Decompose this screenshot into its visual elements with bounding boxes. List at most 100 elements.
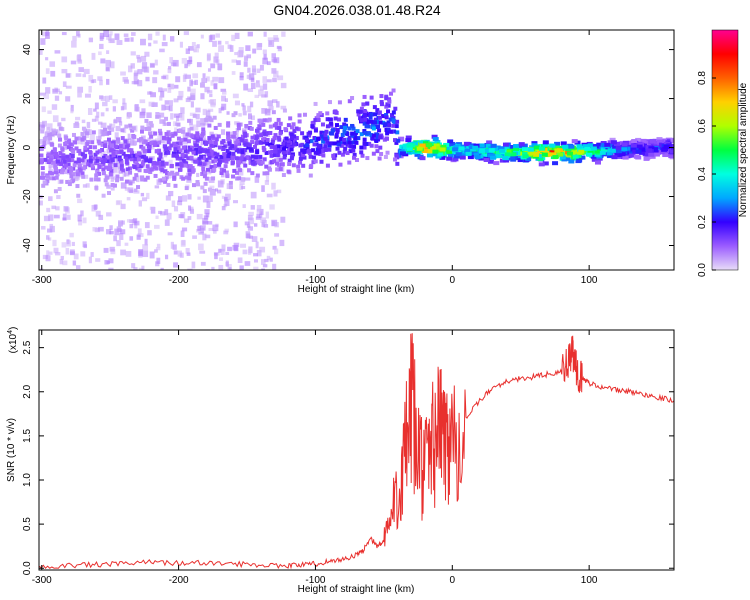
spectrogram-cell xyxy=(648,146,655,151)
spectrogram-cell xyxy=(110,249,116,255)
spectrogram-cell xyxy=(596,156,603,161)
spectrogram-cell xyxy=(610,140,617,145)
spectrogram-cell xyxy=(52,115,59,123)
spectrogram-cell xyxy=(175,163,179,170)
spectrogram-cell xyxy=(131,32,136,36)
spectrogram-cell xyxy=(137,80,143,87)
spectrogram-cell xyxy=(258,89,264,97)
spectrogram-cell xyxy=(463,141,470,146)
spectrogram-cell xyxy=(167,146,172,151)
spectrogram-cell xyxy=(206,76,210,82)
spectrogram-cell xyxy=(394,124,399,129)
spectrogram-cell xyxy=(149,134,154,139)
spectrogram-cell xyxy=(280,82,287,89)
spectrogram-cell xyxy=(261,145,266,150)
spectrogram-cell xyxy=(108,127,115,132)
spectrogram-cell xyxy=(273,145,278,150)
spectrogram-cell xyxy=(100,122,107,128)
spectrogram-cell xyxy=(419,143,426,148)
spectrogram-cell xyxy=(258,154,263,159)
spectrogram-cell xyxy=(119,166,124,171)
spectrogram-cell xyxy=(185,48,190,54)
spectrogram-cell xyxy=(147,137,151,142)
spectrogram-cell xyxy=(327,147,332,152)
spectrogram-cell xyxy=(73,160,78,165)
spectrogram-cell xyxy=(259,208,264,216)
spectrogram-cell xyxy=(256,213,261,218)
spectrogram-cell xyxy=(154,185,160,189)
spectrogram-cell xyxy=(355,129,360,134)
spectrogram-cell xyxy=(177,196,183,202)
spectrogram-cell xyxy=(61,31,67,36)
spectrogram-cell xyxy=(166,212,172,220)
spectrogram-cell xyxy=(103,30,109,38)
spectrogram-cell xyxy=(88,155,93,160)
spectrogram-cell xyxy=(139,129,144,134)
spectrogram-cell xyxy=(286,147,291,152)
spectrogram-cell xyxy=(162,144,167,149)
spectrogram-cell xyxy=(103,140,108,145)
spectrogram-cell xyxy=(167,83,171,87)
spectrogram-cell xyxy=(105,159,110,164)
spectrogram-cell xyxy=(124,124,129,129)
spectrogram-cell xyxy=(66,162,71,167)
spectrogram-cell xyxy=(178,156,183,161)
spectrogram-cell xyxy=(42,77,47,84)
spectrogram-cell xyxy=(165,195,171,201)
spectrogram-cell xyxy=(75,73,82,77)
spectrogram-cell xyxy=(369,112,374,117)
spectrogram-cell xyxy=(64,140,69,145)
spectrogram-cell xyxy=(187,59,193,64)
spectrogram-cell xyxy=(152,102,158,107)
spectrogram-cell xyxy=(153,173,158,178)
spectrogram-cell xyxy=(76,31,80,37)
spectrogram-cell xyxy=(386,109,391,114)
spectrogram-cell xyxy=(60,170,65,175)
spectrogram-cell xyxy=(510,152,517,157)
spectrogram-cell xyxy=(97,164,102,169)
spectrogram-cell xyxy=(127,133,131,141)
spectrogram-cell xyxy=(360,153,365,158)
spectrogram-cell xyxy=(66,138,71,143)
spectrogram-cell xyxy=(109,154,114,159)
spectrogram-cell xyxy=(189,126,194,131)
spectrogram-cell xyxy=(106,260,110,265)
spectrogram-cell xyxy=(196,172,200,178)
spectrogram-cell xyxy=(202,220,209,224)
spectrogram-cell xyxy=(499,158,506,163)
spectrogram-cell xyxy=(331,153,336,158)
snr-plot-area xyxy=(39,330,674,570)
spectrogram-cell xyxy=(312,142,317,147)
spectrogram-cell xyxy=(248,217,255,225)
spectrogram-cell xyxy=(84,93,91,98)
spectrogram-cell xyxy=(273,133,278,138)
spectrogram-cell xyxy=(108,159,113,164)
spectrogram-cell xyxy=(94,227,100,233)
spectrogram-cell xyxy=(164,116,169,121)
spectrogram-cell xyxy=(281,141,286,146)
spectrogram-cell xyxy=(141,197,148,202)
spectrogram-cell xyxy=(392,157,397,162)
spectrogram-cell xyxy=(187,176,192,181)
spectrogram-cell xyxy=(64,156,69,161)
spectrogram-cell xyxy=(97,156,102,161)
spectrogram-cell xyxy=(162,34,166,41)
spectrogram-cell xyxy=(266,193,273,198)
spectrogram-cell xyxy=(621,150,628,155)
spectrogram-cell xyxy=(447,153,454,158)
spectrogram-cell xyxy=(156,257,161,264)
spectrogram-cell xyxy=(187,168,192,173)
spectrogram-cell xyxy=(105,155,110,160)
spectrogram-cell xyxy=(614,141,621,146)
spectrogram-cell xyxy=(606,151,613,156)
spectrogram-cell xyxy=(345,131,350,136)
spectrogram-cell xyxy=(391,123,396,128)
spectrogram-cell xyxy=(98,214,104,221)
spectrogram-cell xyxy=(449,141,456,146)
spectrogram-cell xyxy=(145,76,150,82)
spectrogram-cell xyxy=(74,146,79,151)
spectrogram-cell xyxy=(434,140,441,145)
spectrogram-cell xyxy=(323,147,328,152)
spectrogram-cell xyxy=(127,148,132,153)
spectrogram-cell xyxy=(377,110,382,115)
